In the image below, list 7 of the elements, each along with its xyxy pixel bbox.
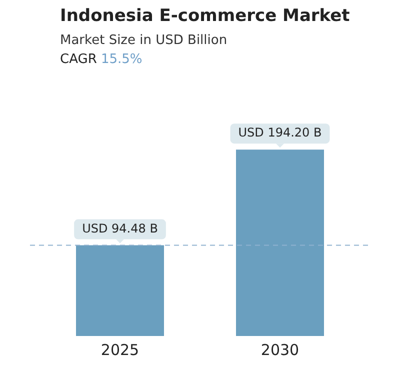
data-label: USD 94.48 B xyxy=(82,221,158,236)
chart-subtitle: Market Size in USD Billion xyxy=(60,33,228,48)
data-label: USD 194.20 B xyxy=(238,126,322,140)
chart-title: Indonesia E-commerce Market xyxy=(60,6,350,26)
x-tick-label: 2030 xyxy=(260,340,300,359)
x-tick-label: 2025 xyxy=(100,340,140,359)
text: CAGR 15.5% xyxy=(60,52,142,67)
